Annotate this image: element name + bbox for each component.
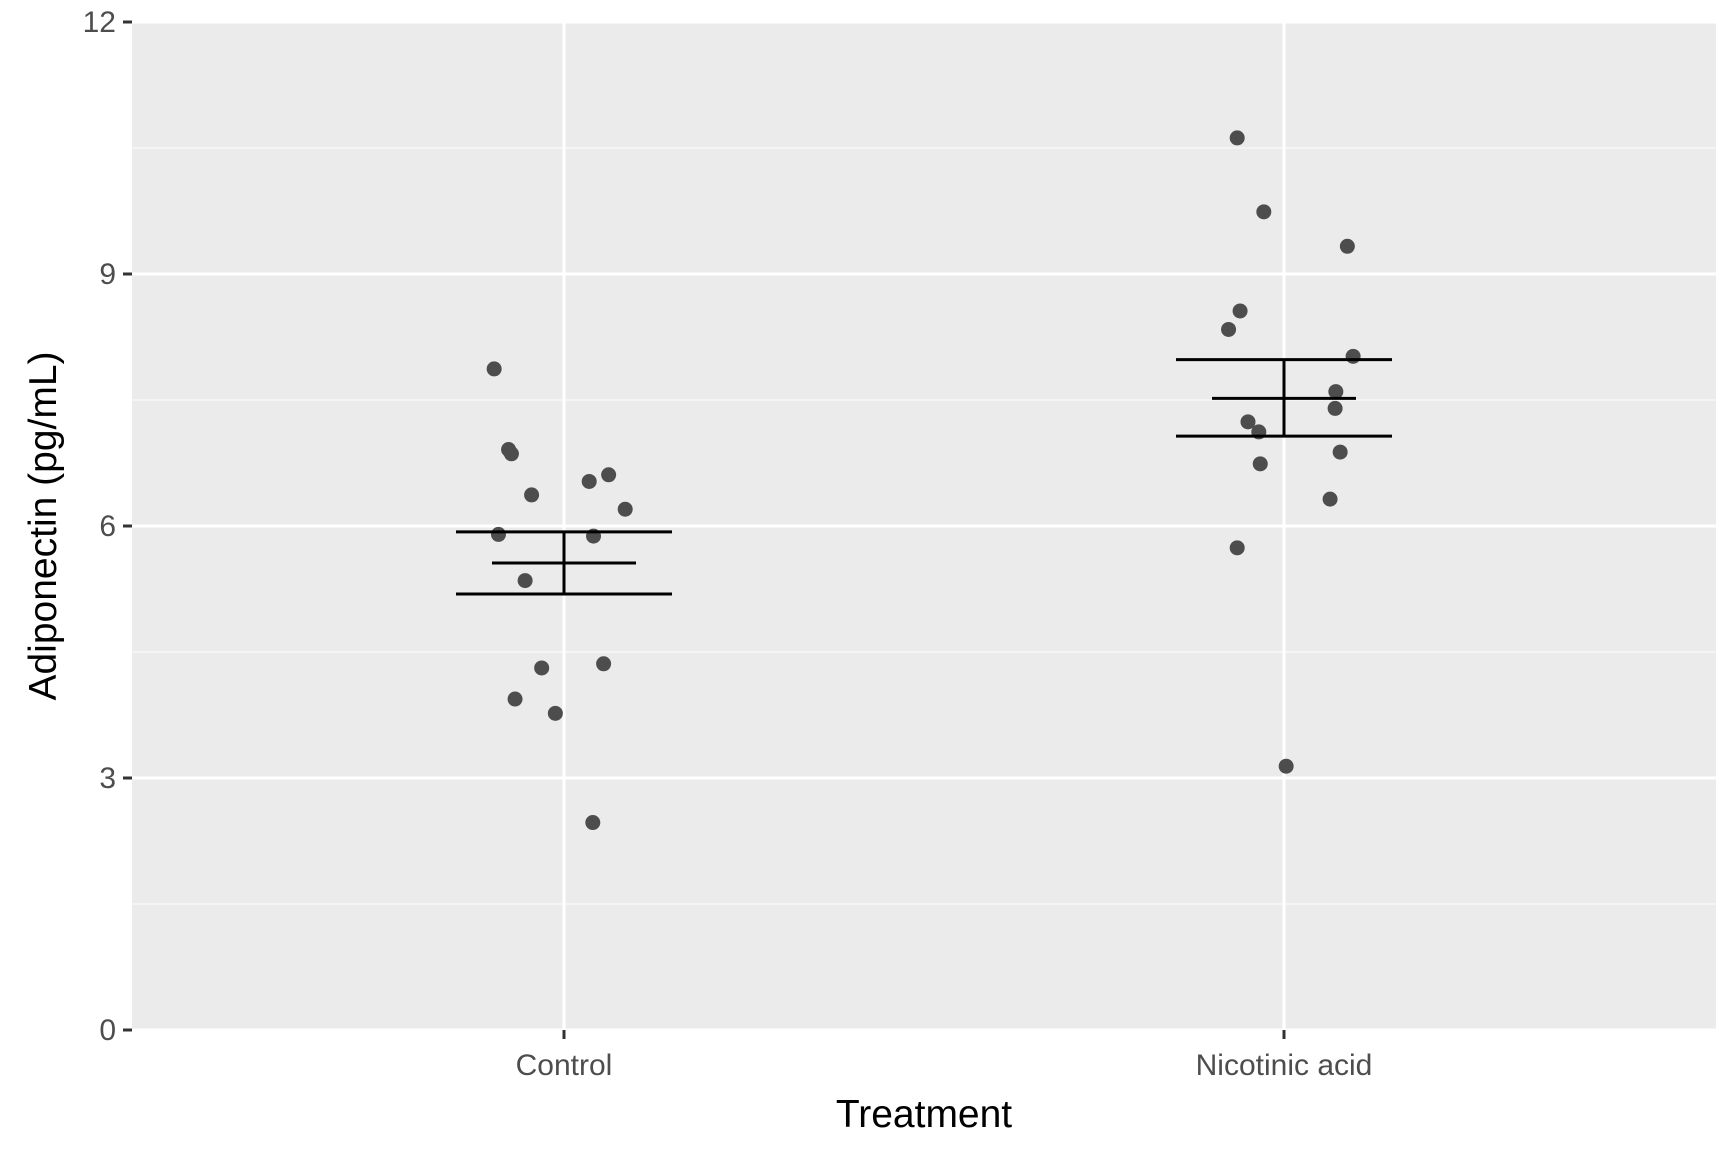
data-point bbox=[1232, 303, 1248, 319]
data-point bbox=[617, 501, 633, 517]
grid-major bbox=[132, 20, 1716, 1032]
data-point bbox=[1229, 540, 1245, 556]
y-tick-label: 3 bbox=[99, 762, 116, 795]
data-point bbox=[1339, 238, 1355, 254]
data-point bbox=[1240, 414, 1256, 430]
data-point bbox=[486, 361, 502, 377]
grid-minor bbox=[132, 147, 1716, 905]
data-points bbox=[486, 130, 1361, 831]
data-point bbox=[581, 473, 597, 489]
x-tick-label: Nicotinic acid bbox=[1196, 1049, 1373, 1082]
data-point bbox=[1328, 384, 1344, 400]
data-point bbox=[1221, 321, 1237, 337]
data-point bbox=[507, 691, 523, 707]
data-point bbox=[585, 815, 601, 831]
data-point bbox=[524, 487, 540, 503]
data-point bbox=[1252, 456, 1268, 472]
data-point bbox=[1345, 348, 1361, 364]
data-point bbox=[596, 656, 612, 672]
x-axis-title: Treatment bbox=[836, 1093, 1012, 1136]
data-point bbox=[517, 573, 533, 589]
y-tick-label: 0 bbox=[99, 1014, 116, 1047]
data-point bbox=[1327, 400, 1343, 416]
y-axis: 0 3 6 9 12 bbox=[83, 6, 132, 1047]
x-axis: Control Nicotinic acid bbox=[516, 1030, 1373, 1082]
data-point bbox=[1256, 204, 1272, 220]
data-point bbox=[503, 446, 519, 462]
data-point bbox=[1322, 491, 1338, 507]
data-point bbox=[490, 526, 506, 542]
y-tick-label: 12 bbox=[83, 6, 116, 39]
y-axis-title: Adiponectin (pg/mL) bbox=[22, 351, 65, 700]
x-tick-label: Control bbox=[516, 1049, 613, 1082]
error-bars bbox=[456, 358, 1392, 596]
y-tick-label: 6 bbox=[99, 510, 116, 543]
data-point bbox=[1229, 130, 1245, 146]
data-point bbox=[1278, 758, 1294, 774]
data-point bbox=[601, 467, 617, 483]
data-point bbox=[1332, 444, 1348, 460]
data-point bbox=[547, 705, 563, 721]
y-tick-label: 9 bbox=[99, 258, 116, 291]
data-point bbox=[534, 660, 550, 676]
